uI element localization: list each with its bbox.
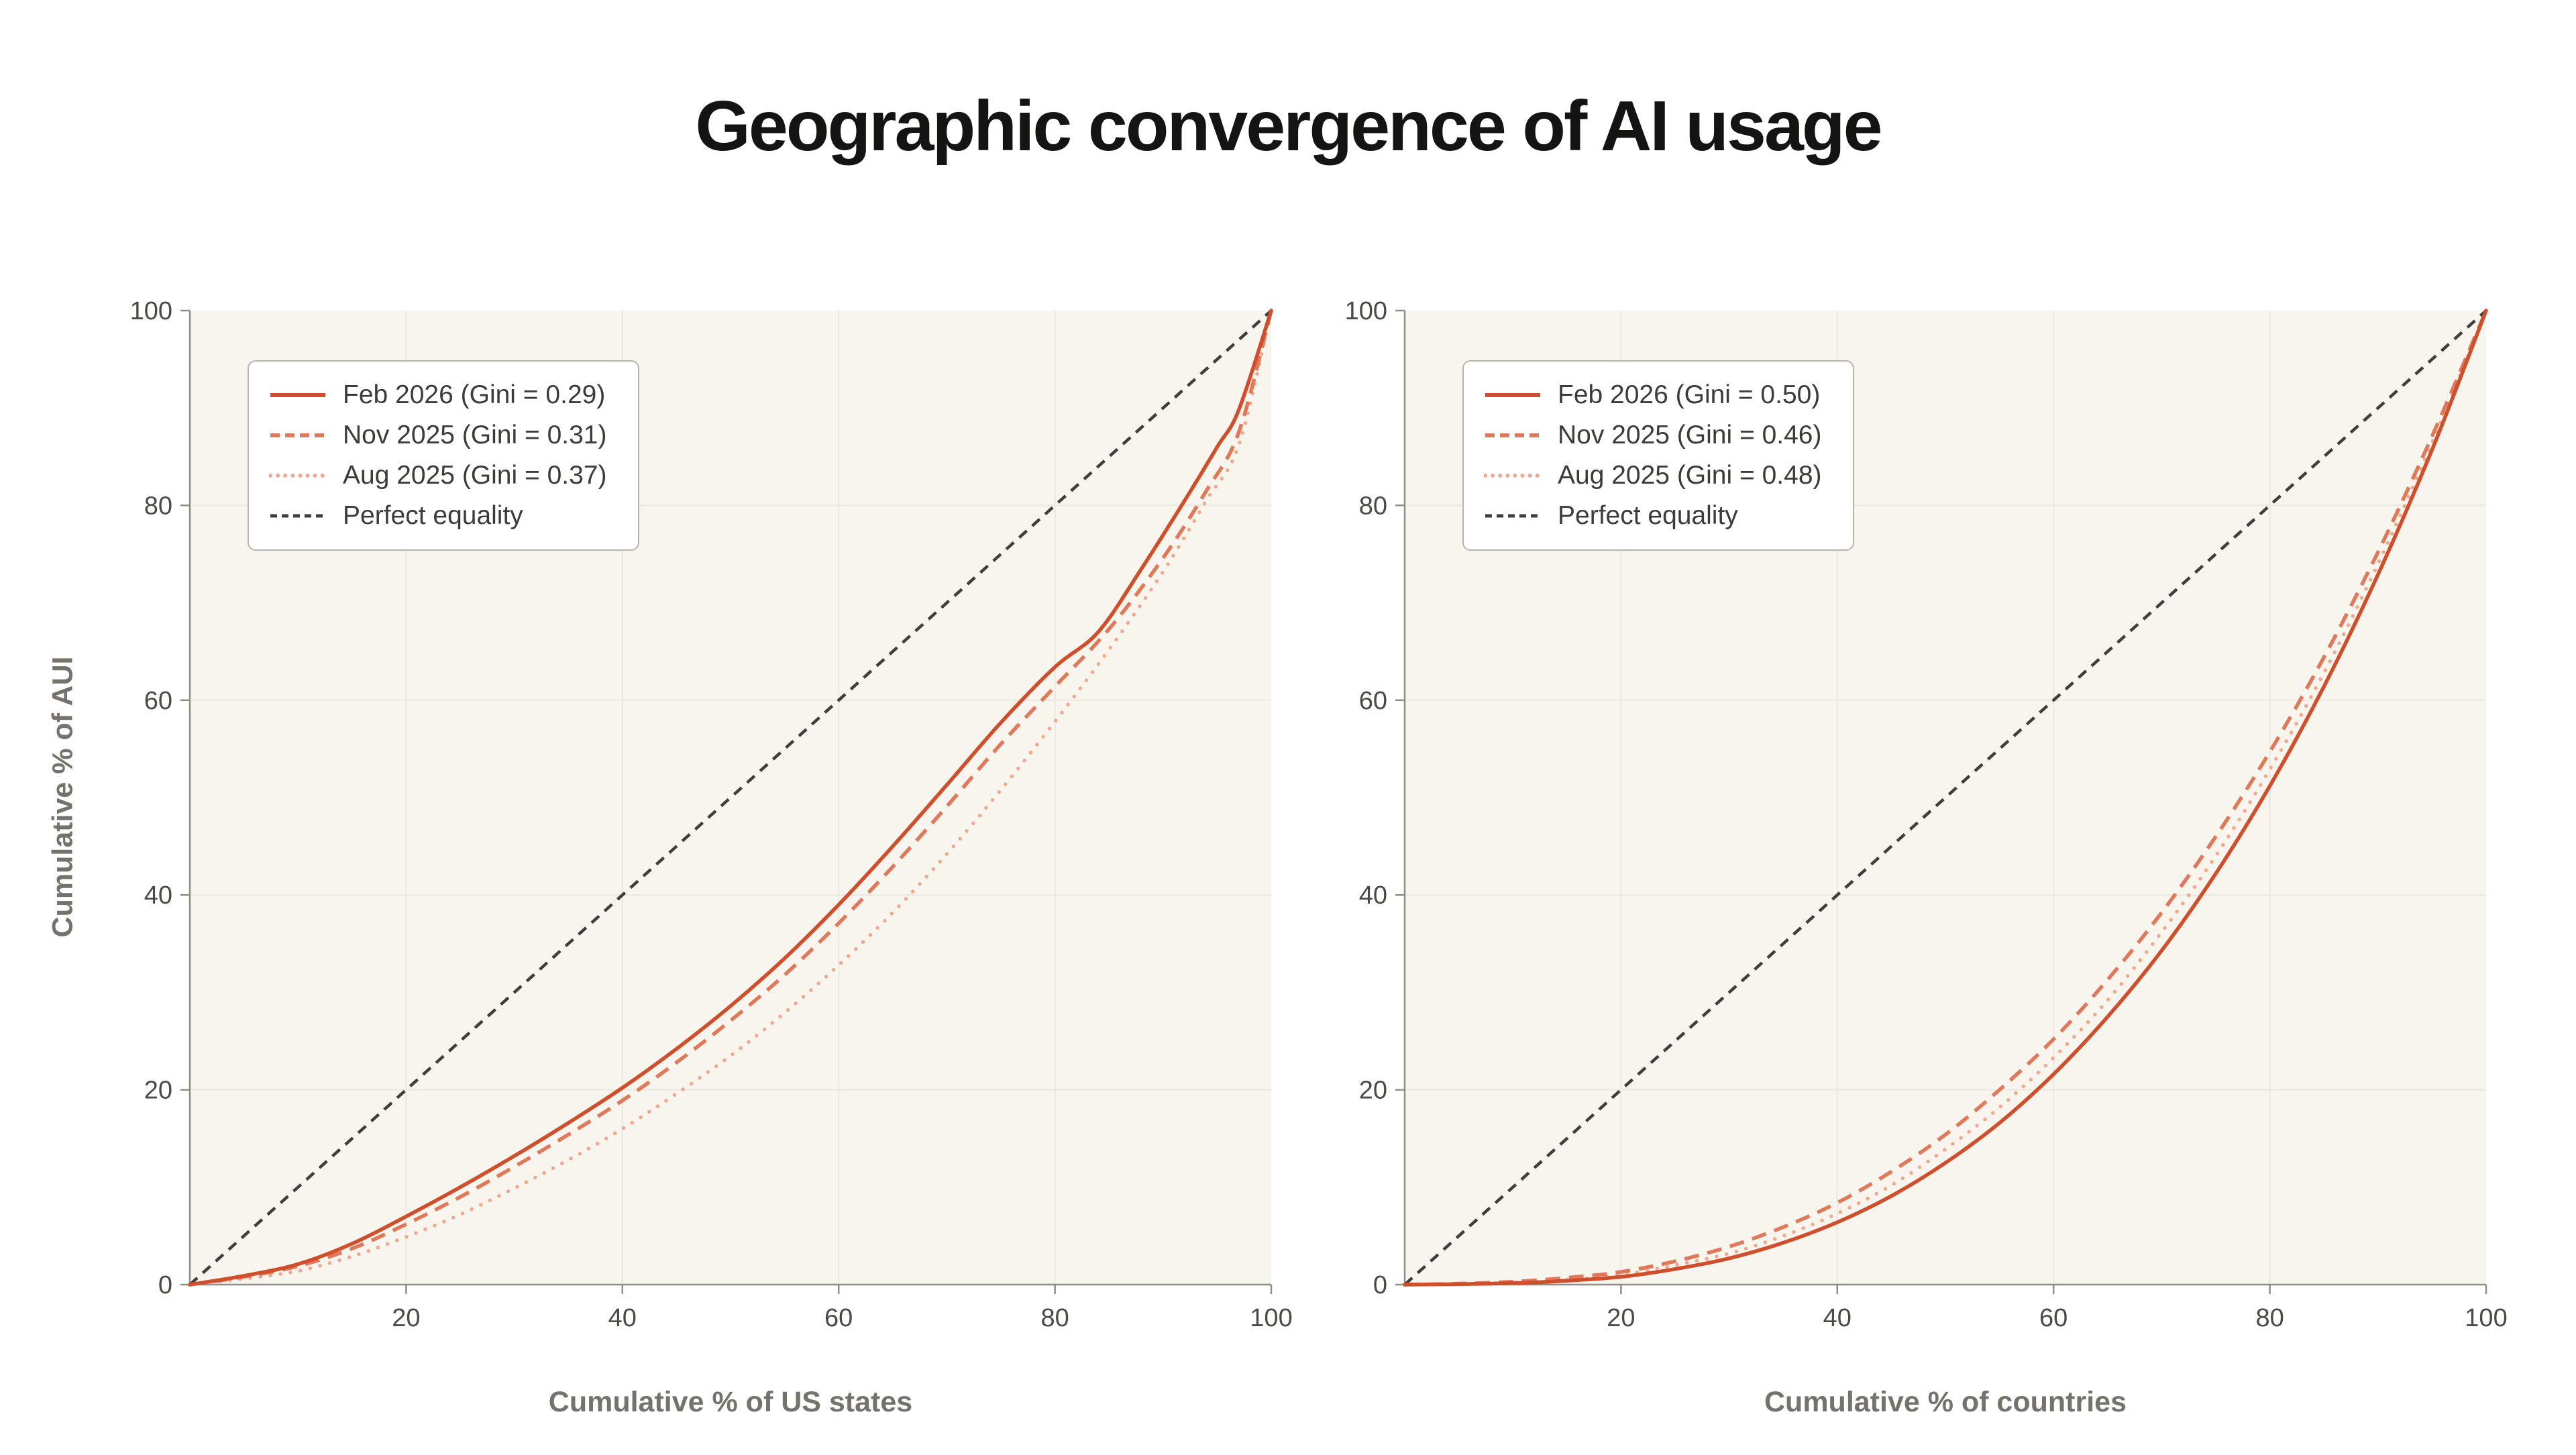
series-line-nov-2025	[1404, 309, 2488, 1287]
legend-line-sample-dashed	[1485, 433, 1540, 437]
x-tick-label: 100	[2465, 1304, 2507, 1332]
series-line-feb-2026	[1403, 309, 2488, 1287]
x-tick-label: 20	[1607, 1304, 1635, 1332]
x-axis-title-countries: Cumulative % of countries	[1764, 1386, 2127, 1418]
legend-item-label: Aug 2025 (Gini = 0.37)	[343, 461, 607, 490]
series-line-perfect-equality	[1403, 309, 2487, 1286]
x-tick-label: 80	[1040, 1304, 1069, 1332]
y-tick-label: 80	[1359, 492, 1387, 520]
legend-item: Perfect equality	[269, 501, 607, 531]
y-tick-label: 40	[144, 881, 172, 910]
series-line-feb-2026	[188, 309, 1273, 1287]
series-line-perfect-equality	[189, 309, 1273, 1286]
y-tick-label: 0	[158, 1271, 172, 1299]
legend-line-sample-dashed-reference	[270, 514, 325, 518]
x-tick-label: 60	[2039, 1304, 2068, 1332]
legend-item: Nov 2025 (Gini = 0.31)	[269, 421, 607, 450]
y-tick-label: 40	[1359, 881, 1387, 910]
legend-item-label: Feb 2026 (Gini = 0.50)	[1558, 380, 1821, 409]
page-title: Geographic convergence of AI usage	[695, 87, 1882, 166]
legend-item-label: Aug 2025 (Gini = 0.48)	[1558, 461, 1822, 490]
legend-item: Nov 2025 (Gini = 0.46)	[1484, 421, 1822, 450]
legend-item-label: Feb 2026 (Gini = 0.29)	[343, 380, 606, 409]
legend-item-label: Nov 2025 (Gini = 0.46)	[1558, 421, 1822, 449]
series-line-aug-2025	[1403, 309, 2488, 1287]
y-tick-label: 20	[144, 1077, 172, 1105]
legend-item-label: Nov 2025 (Gini = 0.31)	[343, 421, 607, 449]
legend-line-sample-dashed-reference	[1485, 514, 1540, 518]
y-tick-label: 20	[1359, 1077, 1387, 1105]
legend-item: Feb 2026 (Gini = 0.50)	[1484, 380, 1822, 410]
y-tick-label: 60	[1359, 687, 1387, 715]
legend: Feb 2026 (Gini = 0.29) Nov 2025 (Gini = 0…	[248, 360, 639, 551]
countries-lorenz-chart: 20 40 60 80 100 0 20 40 60 80 100 Feb 2026 (Gini =…	[1318, 294, 2516, 1434]
y-tick-label: 80	[144, 492, 172, 520]
x-tick-label: 80	[2255, 1304, 2284, 1332]
legend-item-label: Perfect equality	[1558, 501, 1738, 530]
x-tick-label: 100	[1250, 1304, 1292, 1332]
y-axis-title: Cumulative % of AUI	[46, 656, 79, 938]
legend-item: Aug 2025 (Gini = 0.48)	[1484, 461, 1822, 490]
series-line-nov-2025	[189, 310, 1273, 1287]
legend-item: Feb 2026 (Gini = 0.29)	[269, 380, 607, 410]
series-line-aug-2025	[188, 309, 1273, 1287]
legend-item-label: Perfect equality	[343, 501, 523, 530]
y-tick-label: 0	[1373, 1271, 1387, 1299]
x-tick-label: 60	[824, 1304, 853, 1332]
legend-line-sample-solid	[1485, 393, 1540, 397]
legend-line-sample-dotted	[1484, 474, 1542, 478]
x-tick-label: 20	[392, 1304, 420, 1332]
legend-item: Perfect equality	[1484, 501, 1822, 531]
x-tick-label: 40	[1823, 1304, 1851, 1332]
x-tick-label: 40	[608, 1304, 637, 1332]
legend: Feb 2026 (Gini = 0.50) Nov 2025 (Gini = 0…	[1462, 360, 1854, 551]
x-axis-title-states: Cumulative % of US states	[548, 1386, 913, 1418]
legend-line-sample-dotted	[269, 474, 327, 478]
states-lorenz-chart: 20 40 60 80 100 0 20 40 60 80 100 Feb 2026 (Gini =…	[103, 294, 1301, 1434]
legend-line-sample-dashed	[270, 433, 325, 437]
y-tick-label: 60	[144, 687, 172, 715]
y-tick-label: 100	[130, 297, 172, 325]
legend-item: Aug 2025 (Gini = 0.37)	[269, 461, 607, 490]
y-tick-label: 100	[1345, 297, 1387, 325]
legend-line-sample-solid	[270, 393, 325, 397]
